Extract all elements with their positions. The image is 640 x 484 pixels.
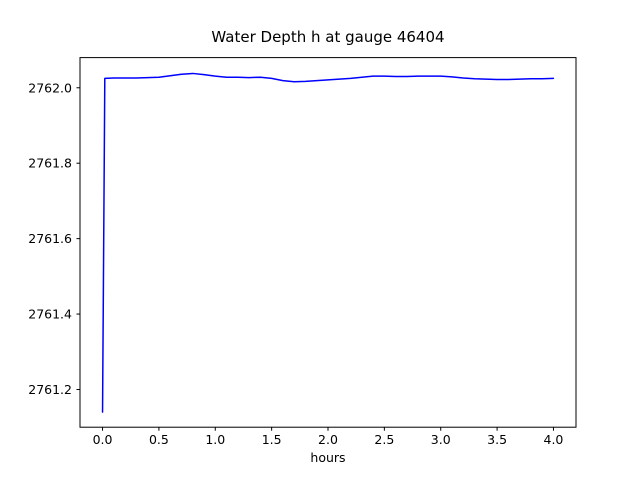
x-tick-label: 3.0	[431, 432, 451, 447]
x-tick-label: 3.5	[487, 432, 507, 447]
x-axis-label: hours	[310, 450, 345, 465]
x-tick-label: 4.0	[544, 432, 564, 447]
x-tick-label: 0.0	[93, 432, 113, 447]
y-tick-label: 2761.8	[28, 156, 72, 171]
x-tick-label: 2.5	[374, 432, 394, 447]
series-line	[101, 72, 555, 413]
x-tick-label: 0.5	[149, 432, 169, 447]
x-tick-label: 1.0	[205, 432, 225, 447]
x-tick-label: 2.0	[318, 432, 338, 447]
y-tick-label: 2761.4	[28, 307, 72, 322]
data-line	[101, 72, 555, 413]
y-tick-label: 2761.6	[28, 231, 72, 246]
y-tick-label: 2761.2	[28, 382, 72, 397]
chart-title: Water Depth h at gauge 46404	[211, 28, 444, 46]
y-tick-label: 2762.0	[28, 80, 72, 95]
x-tick-label: 1.5	[262, 432, 282, 447]
axes: 0.0 0.5 1.0 1.5 2.0 2.5 3.0 3.5 4.0 2761.2 2761.4 2…	[28, 57, 577, 447]
